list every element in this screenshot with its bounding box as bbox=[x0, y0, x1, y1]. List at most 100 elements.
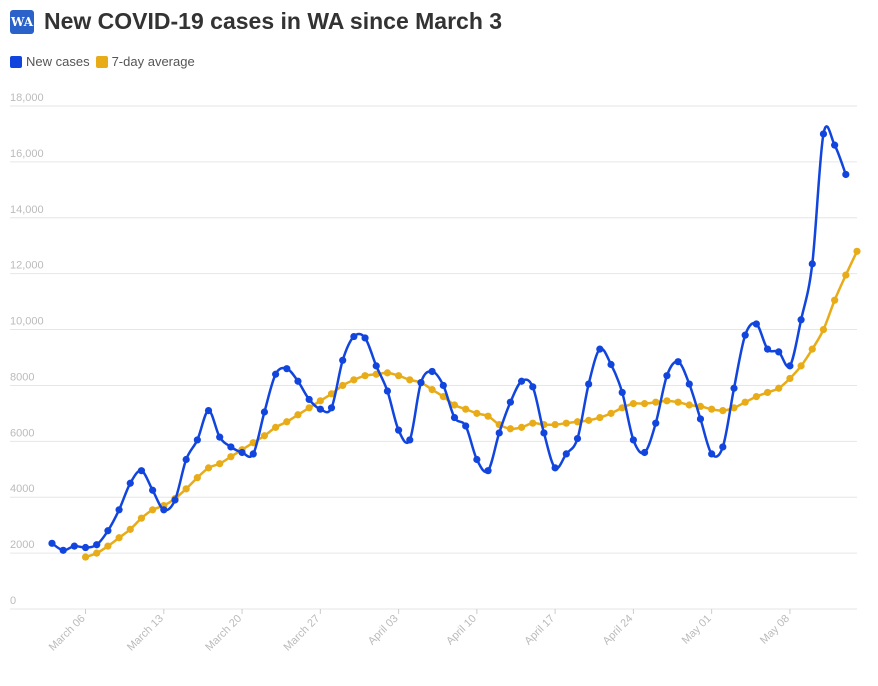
data-point-new-cases[interactable] bbox=[327, 404, 336, 412]
data-point-7-day-average[interactable] bbox=[462, 405, 470, 413]
data-point-7-day-average[interactable] bbox=[104, 542, 112, 550]
data-point-new-cases[interactable] bbox=[831, 141, 839, 149]
data-point-new-cases[interactable] bbox=[708, 450, 716, 458]
legend-item-new-cases[interactable]: New cases bbox=[10, 54, 90, 69]
data-point-new-cases[interactable] bbox=[473, 455, 481, 464]
data-point-7-day-average[interactable] bbox=[842, 271, 850, 279]
data-point-7-day-average[interactable] bbox=[473, 409, 481, 417]
data-point-new-cases[interactable] bbox=[272, 370, 280, 378]
data-point-new-cases[interactable] bbox=[596, 345, 604, 353]
data-point-new-cases[interactable] bbox=[149, 486, 157, 494]
data-point-7-day-average[interactable] bbox=[126, 525, 134, 533]
data-point-7-day-average[interactable] bbox=[808, 345, 816, 353]
data-point-new-cases[interactable] bbox=[417, 379, 425, 387]
data-point-7-day-average[interactable] bbox=[775, 384, 783, 392]
data-point-new-cases[interactable] bbox=[685, 380, 693, 388]
data-point-new-cases[interactable] bbox=[618, 388, 626, 397]
data-point-7-day-average[interactable] bbox=[182, 485, 190, 493]
data-point-new-cases[interactable] bbox=[193, 436, 201, 444]
data-point-7-day-average[interactable] bbox=[439, 393, 447, 401]
data-point-new-cases[interactable] bbox=[629, 436, 637, 444]
data-point-new-cases[interactable] bbox=[428, 367, 436, 376]
data-point-7-day-average[interactable] bbox=[137, 514, 146, 522]
data-point-new-cases[interactable] bbox=[104, 527, 112, 535]
data-point-7-day-average[interactable] bbox=[506, 425, 515, 433]
data-point-new-cases[interactable] bbox=[607, 360, 615, 369]
data-point-new-cases[interactable] bbox=[305, 395, 313, 404]
data-point-7-day-average[interactable] bbox=[115, 534, 123, 542]
data-point-new-cases[interactable] bbox=[70, 542, 78, 550]
data-point-new-cases[interactable] bbox=[585, 380, 593, 388]
data-point-new-cases[interactable] bbox=[339, 356, 347, 364]
data-point-7-day-average[interactable] bbox=[339, 381, 347, 390]
data-point-new-cases[interactable] bbox=[573, 434, 582, 443]
data-point-new-cases[interactable] bbox=[171, 496, 179, 504]
data-point-new-cases[interactable] bbox=[462, 422, 470, 430]
data-point-new-cases[interactable] bbox=[283, 365, 291, 373]
data-point-new-cases[interactable] bbox=[819, 130, 828, 138]
data-point-7-day-average[interactable] bbox=[831, 296, 839, 304]
data-point-7-day-average[interactable] bbox=[618, 404, 626, 412]
data-point-7-day-average[interactable] bbox=[730, 404, 738, 412]
data-point-new-cases[interactable] bbox=[160, 506, 168, 514]
data-point-new-cases[interactable] bbox=[260, 408, 269, 416]
data-point-new-cases[interactable] bbox=[227, 443, 235, 451]
data-point-7-day-average[interactable] bbox=[607, 409, 615, 417]
data-point-new-cases[interactable] bbox=[383, 387, 392, 395]
data-point-new-cases[interactable] bbox=[551, 464, 559, 472]
data-point-new-cases[interactable] bbox=[93, 541, 101, 549]
data-point-new-cases[interactable] bbox=[786, 362, 794, 370]
data-point-7-day-average[interactable] bbox=[484, 412, 492, 420]
data-point-new-cases[interactable] bbox=[182, 455, 190, 464]
data-point-new-cases[interactable] bbox=[316, 405, 324, 413]
data-point-7-day-average[interactable] bbox=[551, 420, 559, 429]
data-point-new-cases[interactable] bbox=[719, 443, 727, 451]
data-point-7-day-average[interactable] bbox=[719, 406, 727, 415]
data-point-new-cases[interactable] bbox=[517, 377, 526, 385]
data-point-7-day-average[interactable] bbox=[685, 401, 693, 409]
data-point-7-day-average[interactable] bbox=[819, 325, 828, 334]
data-point-new-cases[interactable] bbox=[484, 467, 492, 475]
data-point-new-cases[interactable] bbox=[842, 170, 850, 179]
data-point-new-cases[interactable] bbox=[540, 429, 548, 437]
data-point-new-cases[interactable] bbox=[137, 467, 146, 475]
data-point-new-cases[interactable] bbox=[238, 448, 246, 457]
data-point-7-day-average[interactable] bbox=[216, 460, 224, 468]
data-point-new-cases[interactable] bbox=[808, 260, 816, 268]
data-point-new-cases[interactable] bbox=[372, 362, 380, 370]
data-point-7-day-average[interactable] bbox=[629, 400, 637, 408]
data-point-new-cases[interactable] bbox=[439, 381, 447, 390]
data-point-new-cases[interactable] bbox=[696, 415, 705, 423]
data-point-new-cases[interactable] bbox=[640, 448, 649, 457]
data-point-new-cases[interactable] bbox=[361, 334, 369, 342]
data-point-new-cases[interactable] bbox=[204, 406, 213, 415]
data-point-new-cases[interactable] bbox=[562, 450, 570, 458]
data-point-7-day-average[interactable] bbox=[741, 398, 749, 406]
data-point-new-cases[interactable] bbox=[48, 539, 56, 547]
data-point-new-cases[interactable] bbox=[216, 433, 224, 441]
data-point-7-day-average[interactable] bbox=[260, 432, 269, 440]
data-point-7-day-average[interactable] bbox=[249, 439, 257, 447]
data-point-7-day-average[interactable] bbox=[674, 398, 682, 406]
data-point-new-cases[interactable] bbox=[752, 320, 760, 328]
data-point-7-day-average[interactable] bbox=[752, 393, 760, 401]
data-point-7-day-average[interactable] bbox=[394, 372, 403, 380]
data-point-7-day-average[interactable] bbox=[529, 419, 537, 427]
data-point-7-day-average[interactable] bbox=[663, 397, 671, 405]
data-point-7-day-average[interactable] bbox=[81, 553, 90, 561]
data-point-7-day-average[interactable] bbox=[450, 401, 459, 409]
data-point-7-day-average[interactable] bbox=[272, 423, 280, 431]
data-point-7-day-average[interactable] bbox=[193, 474, 201, 482]
data-point-7-day-average[interactable] bbox=[585, 416, 593, 424]
data-point-new-cases[interactable] bbox=[115, 506, 123, 514]
data-point-7-day-average[interactable] bbox=[204, 464, 213, 472]
data-point-7-day-average[interactable] bbox=[517, 423, 526, 431]
data-point-7-day-average[interactable] bbox=[786, 374, 794, 383]
data-point-new-cases[interactable] bbox=[763, 345, 772, 353]
data-point-7-day-average[interactable] bbox=[406, 376, 414, 384]
data-point-7-day-average[interactable] bbox=[596, 413, 604, 422]
data-point-new-cases[interactable] bbox=[59, 546, 67, 554]
data-point-7-day-average[interactable] bbox=[316, 397, 324, 405]
data-point-new-cases[interactable] bbox=[294, 377, 302, 385]
data-point-7-day-average[interactable] bbox=[853, 247, 861, 255]
